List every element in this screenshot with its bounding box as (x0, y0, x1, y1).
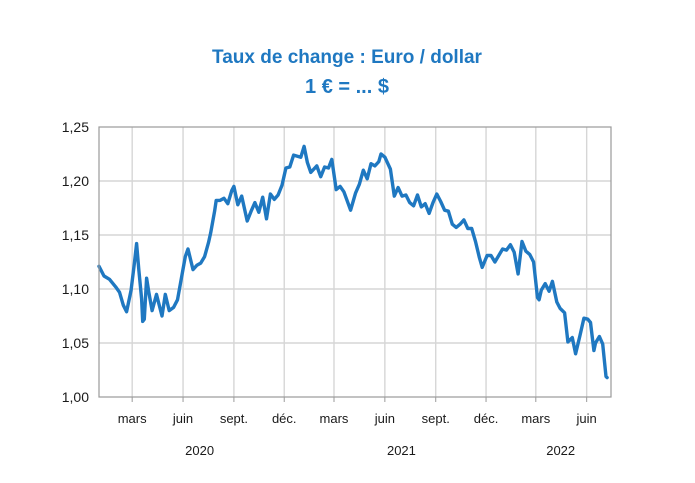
y-tick-label: 1,00 (62, 389, 89, 405)
series-line (97, 144, 609, 380)
chart-title: Taux de change : Euro / dollar (212, 47, 483, 68)
data-lines (97, 144, 609, 380)
x-month-label: juin (576, 411, 597, 426)
x-year-label: 2020 (185, 443, 214, 458)
x-month-label: juin (172, 411, 193, 426)
x-month-label: déc. (272, 411, 297, 426)
plot-frame (98, 126, 612, 398)
x-month-label: mars (521, 411, 550, 426)
x-month-label: sept. (220, 411, 248, 426)
y-tick-label: 1,05 (62, 335, 89, 351)
x-year-label: 2021 (387, 443, 416, 458)
x-month-label: juin (374, 411, 395, 426)
y-tick-label: 1,10 (62, 281, 89, 297)
y-tick-label: 1,25 (62, 119, 89, 135)
x-month-label: sept. (422, 411, 450, 426)
x-year-label: 2022 (546, 443, 575, 458)
x-month-label: déc. (474, 411, 499, 426)
y-tick-label: 1,15 (62, 227, 89, 243)
x-month-label: mars (118, 411, 147, 426)
y-tick-label: 1,20 (62, 173, 89, 189)
chart-subtitle: 1 € = ... $ (305, 76, 389, 98)
x-month-label: mars (320, 411, 349, 426)
axes: 1,00 1,05 1,10 1,15 1,20 1,25 mars juin sept. déc… (62, 119, 597, 458)
